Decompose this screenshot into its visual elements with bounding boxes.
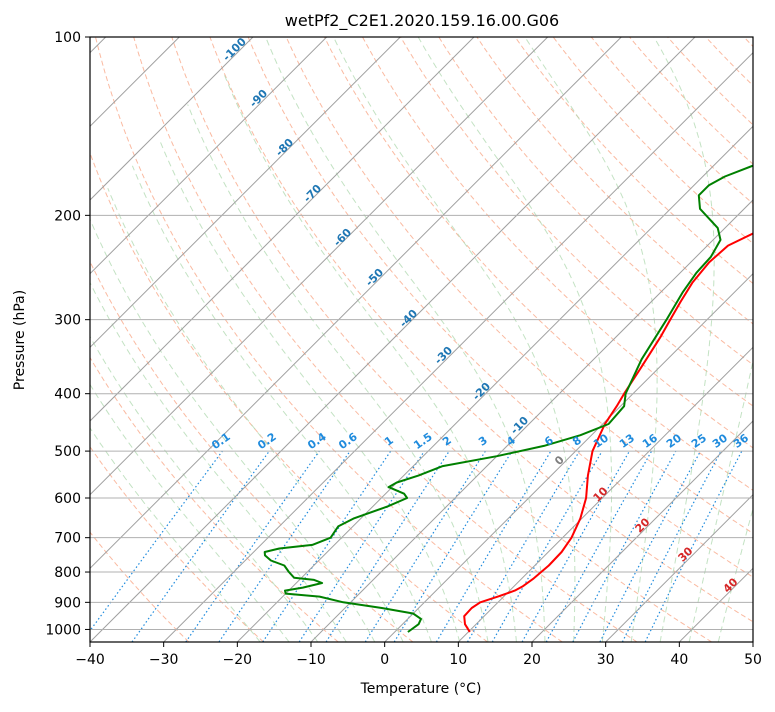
chart-title: wetPf2_C2E1.2020.159.16.00.G06 — [285, 11, 559, 31]
x-tick-label: −20 — [223, 652, 253, 668]
x-tick-label: 0 — [380, 652, 389, 668]
x-tick-label: −40 — [75, 652, 105, 668]
y-tick-label: 800 — [54, 565, 81, 581]
x-tick-label: 50 — [744, 652, 762, 668]
x-tick-label: 30 — [597, 652, 615, 668]
x-tick-label: −30 — [149, 652, 179, 668]
x-tick-label: 10 — [449, 652, 467, 668]
x-axis-title: Temperature (°C) — [360, 681, 482, 697]
y-tick-label: 300 — [54, 313, 81, 329]
y-tick-label: 900 — [54, 595, 81, 611]
y-tick-label: 400 — [54, 387, 81, 403]
y-axis-title: Pressure (hPa) — [12, 290, 28, 390]
y-tick-label: 600 — [54, 491, 81, 507]
x-tick-label: −10 — [296, 652, 326, 668]
y-tick-label: 700 — [54, 531, 81, 547]
y-tick-label: 100 — [54, 30, 81, 46]
x-tick-label: 40 — [670, 652, 688, 668]
x-tick-label: 20 — [523, 652, 541, 668]
y-tick-label: 200 — [54, 208, 81, 224]
y-tick-label: 1000 — [45, 622, 81, 638]
y-tick-label: 500 — [54, 444, 81, 460]
